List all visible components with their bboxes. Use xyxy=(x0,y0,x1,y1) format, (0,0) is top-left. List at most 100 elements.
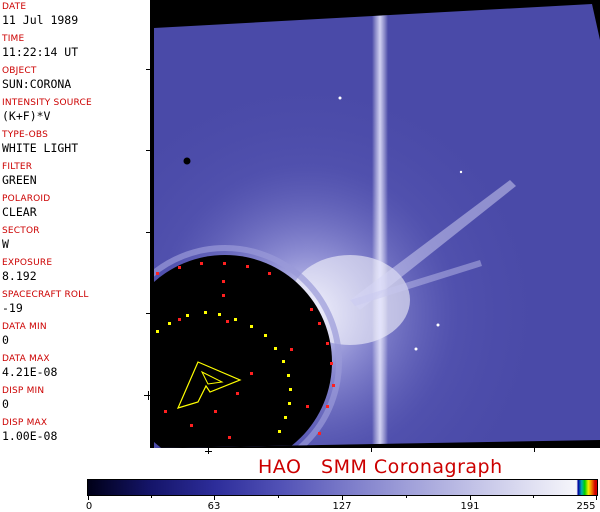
red-marker xyxy=(326,342,329,345)
diagonal-streak xyxy=(350,260,482,306)
axis-cross-tick xyxy=(205,451,212,452)
spacecraft-roll-field: SPACECRAFT ROLL -19 xyxy=(2,290,89,315)
sector-value: W xyxy=(2,237,9,251)
red-marker xyxy=(200,262,203,265)
date-label: DATE xyxy=(2,2,27,12)
red-marker xyxy=(223,262,226,265)
disp-min-field: DISP MIN 0 xyxy=(2,386,44,411)
metadata-panel: DATE 11 Jul 1989 TIME 11:22:14 UT OBJECT… xyxy=(0,0,150,448)
disp-max-value: 1.00E-08 xyxy=(2,429,58,443)
annotation-wedge xyxy=(176,361,242,409)
star xyxy=(414,347,418,351)
yellow-marker-dots xyxy=(156,311,292,433)
red-marker xyxy=(310,308,313,311)
date-value: 11 Jul 1989 xyxy=(2,13,79,27)
yellow-marker xyxy=(287,374,290,377)
disp-max-label: DISP MAX xyxy=(2,418,48,428)
type-obs-label: TYPE-OBS xyxy=(2,130,49,140)
yellow-marker xyxy=(204,311,207,314)
colorbar-label: 0 xyxy=(85,501,93,512)
red-marker xyxy=(226,320,229,323)
colorbar-tick xyxy=(88,495,89,500)
axis-tick xyxy=(534,448,535,452)
data-max-label: DATA MAX xyxy=(2,354,50,364)
red-marker xyxy=(164,410,167,413)
red-marker xyxy=(178,266,181,269)
filter-field: FILTER GREEN xyxy=(2,162,37,187)
vertical-streak xyxy=(372,4,388,448)
filter-value: GREEN xyxy=(2,173,37,187)
red-marker xyxy=(330,362,333,365)
data-min-label: DATA MIN xyxy=(2,322,47,332)
red-marker xyxy=(318,432,321,435)
time-value: 11:22:14 UT xyxy=(2,45,79,59)
red-marker xyxy=(156,272,159,275)
annotation-wedge-inner xyxy=(200,370,224,385)
data-min-field: DATA MIN 0 xyxy=(2,322,47,347)
star xyxy=(338,96,342,100)
yellow-marker xyxy=(168,322,171,325)
yellow-marker xyxy=(218,313,221,316)
star xyxy=(436,323,440,327)
object-value: SUN:CORONA xyxy=(2,77,72,91)
dark-blob xyxy=(183,157,191,165)
red-marker xyxy=(268,272,271,275)
yellow-marker xyxy=(278,430,281,433)
object-field: OBJECT SUN:CORONA xyxy=(2,66,71,91)
colorbar-tick xyxy=(470,495,471,500)
occulter-disc xyxy=(154,255,332,448)
red-marker xyxy=(318,322,321,325)
axis-cross-tick xyxy=(148,391,149,400)
red-marker xyxy=(228,436,231,439)
disp-min-label: DISP MIN xyxy=(2,386,45,396)
yellow-marker xyxy=(250,325,253,328)
red-marker xyxy=(246,265,249,268)
red-marker-dots xyxy=(156,262,335,439)
colorbar-minor-tick xyxy=(406,495,407,498)
colorbar-section: 0 63 127 191 255 xyxy=(0,476,600,512)
yellow-marker xyxy=(288,402,291,405)
data-max-value: 4.21E-08 xyxy=(2,365,58,379)
type-obs-field: TYPE-OBS WHITE LIGHT xyxy=(2,130,78,155)
data-max-field: DATA MAX 4.21E-08 xyxy=(2,354,57,379)
spacecraft-roll-label: SPACECRAFT ROLL xyxy=(2,290,89,300)
axis-tick xyxy=(146,313,150,314)
corona-field xyxy=(154,4,600,448)
red-marker xyxy=(326,405,329,408)
yellow-marker xyxy=(282,360,285,363)
colorbar-tick xyxy=(342,495,343,500)
colorbar-minor-tick xyxy=(151,495,152,498)
diagonal-streak xyxy=(350,180,516,310)
polaroid-label: POLAROID xyxy=(2,194,51,204)
red-marker xyxy=(222,280,225,283)
axis-tick xyxy=(146,69,150,70)
red-marker xyxy=(222,294,225,297)
time-label: TIME xyxy=(2,34,25,44)
red-marker xyxy=(290,348,293,351)
red-marker xyxy=(332,384,335,387)
yellow-marker xyxy=(289,388,292,391)
occulter-halo xyxy=(154,245,342,448)
colorbar xyxy=(87,479,598,496)
red-marker xyxy=(250,372,253,375)
colorbar-label: 255 xyxy=(576,501,596,512)
yellow-marker xyxy=(156,330,159,333)
yellow-marker xyxy=(284,416,287,419)
axis-tick xyxy=(146,150,150,151)
colorbar-label: 63 xyxy=(207,501,221,512)
colorbar-label: 127 xyxy=(332,501,352,512)
colorbar-label: 191 xyxy=(460,501,480,512)
polaroid-value: CLEAR xyxy=(2,205,37,219)
red-marker xyxy=(236,392,239,395)
disp-max-field: DISP MAX 1.00E-08 xyxy=(2,418,57,443)
exposure-label: EXPOSURE xyxy=(2,258,53,268)
time-field: TIME 11:22:14 UT xyxy=(2,34,78,59)
red-marker xyxy=(190,424,193,427)
red-marker xyxy=(178,318,181,321)
yellow-marker xyxy=(186,314,189,317)
coronagraph-image xyxy=(150,0,600,448)
disp-min-value: 0 xyxy=(2,397,9,411)
plot-title: HAO SMM Coronagraph xyxy=(258,456,503,478)
axis-tick xyxy=(371,448,372,452)
axis-tick xyxy=(146,232,150,233)
